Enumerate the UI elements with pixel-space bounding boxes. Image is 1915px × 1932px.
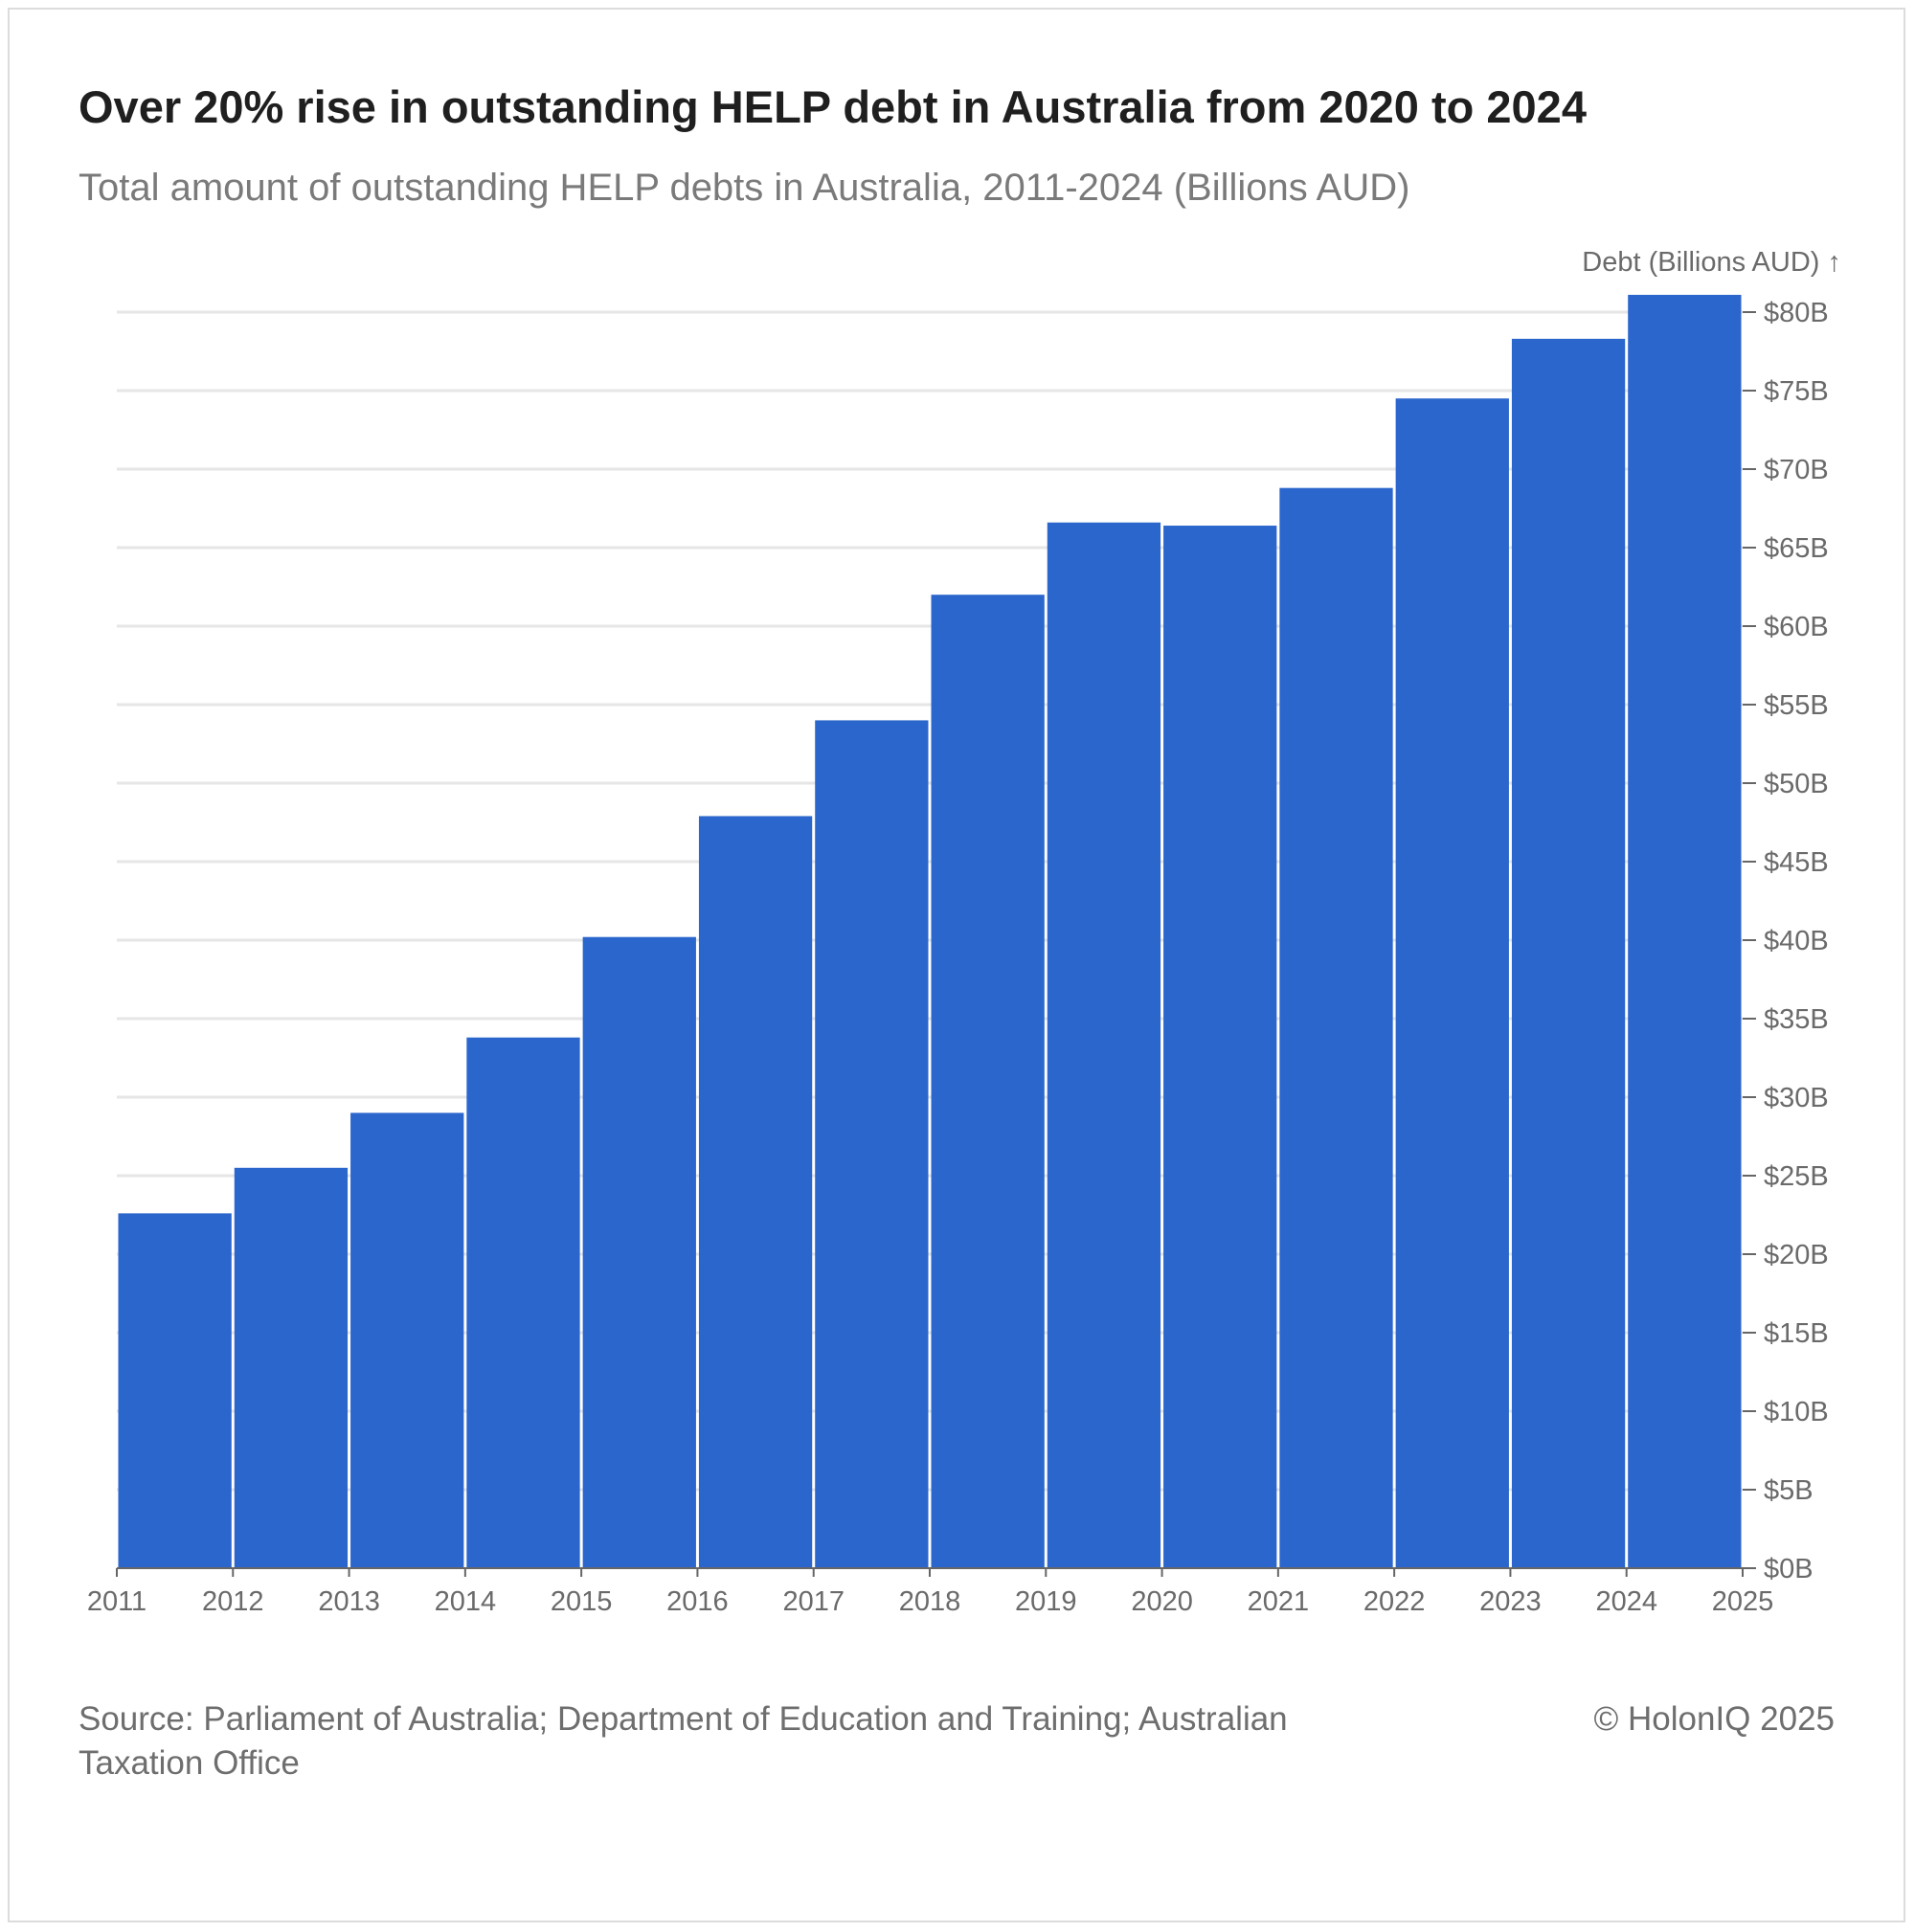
y-tick-label: $55B [1764, 690, 1829, 721]
x-tick-label: 2015 [551, 1586, 613, 1617]
x-tick-label: 2013 [318, 1586, 380, 1617]
y-tick-label: $0B [1764, 1554, 1814, 1584]
y-tick-label: $70B [1764, 455, 1829, 485]
y-axis: $0B $5B $10B $15B $20B $25B $30B $35B $40B $45B $5… [1743, 298, 1829, 1584]
bar-2021 [1279, 487, 1393, 1569]
bar-chart: 2011 2012 2013 2014 2015 2016 2017 2018 2019 2020… [87, 247, 1841, 1617]
bar-2016 [698, 816, 813, 1568]
x-tick-label: 2017 [782, 1586, 845, 1617]
y-tick-label: $65B [1764, 533, 1829, 564]
bar-2018 [931, 595, 1045, 1568]
bar-2017 [815, 720, 929, 1568]
y-tick-label: $15B [1764, 1318, 1829, 1349]
x-tick-label: 2024 [1595, 1586, 1657, 1617]
bar-2014 [466, 1037, 580, 1568]
chart-card: Over 20% rise in outstanding HELP debt i… [8, 8, 1905, 1922]
bar-2019 [1047, 522, 1161, 1568]
y-tick-label: $60B [1764, 612, 1829, 642]
x-tick-label: 2018 [899, 1586, 961, 1617]
y-tick-label: $35B [1764, 1004, 1829, 1035]
x-axis: 2011 2012 2013 2014 2015 2016 2017 2018 2019 2020… [87, 1567, 1774, 1617]
y-tick-label: $45B [1764, 847, 1829, 878]
y-tick-label: $40B [1764, 926, 1829, 956]
y-tick-label: $20B [1764, 1240, 1829, 1270]
chart-subtitle: Total amount of outstanding HELP debts i… [79, 167, 1410, 209]
x-tick-label: 2016 [666, 1586, 729, 1617]
x-tick-label: 2012 [202, 1586, 264, 1617]
bar-2015 [582, 936, 696, 1568]
x-tick-label: 2025 [1712, 1586, 1774, 1617]
y-tick-label: $30B [1764, 1083, 1829, 1113]
y-tick-label: $25B [1764, 1161, 1829, 1192]
x-tick-label: 2011 [87, 1586, 146, 1617]
y-tick-label: $10B [1764, 1397, 1829, 1427]
chart-title: Over 20% rise in outstanding HELP debt i… [79, 81, 1587, 132]
x-tick-label: 2021 [1248, 1586, 1310, 1617]
bar-2024 [1628, 294, 1742, 1569]
bars [118, 294, 1742, 1569]
bar-2013 [350, 1112, 464, 1568]
source-note: Source: Parliament of Australia; Departm… [79, 1700, 1288, 1782]
y-axis-title: Debt (Billions AUD) ↑ [1582, 247, 1841, 278]
bar-2020 [1163, 526, 1277, 1568]
x-tick-label: 2022 [1363, 1586, 1426, 1617]
x-tick-label: 2019 [1015, 1586, 1077, 1617]
y-tick-label: $80B [1764, 298, 1829, 328]
x-tick-label: 2014 [435, 1586, 497, 1617]
bar-2012 [234, 1167, 349, 1568]
bar-2023 [1511, 338, 1626, 1568]
x-tick-label: 2023 [1479, 1586, 1542, 1617]
y-tick-label: $75B [1764, 376, 1829, 407]
bar-2022 [1395, 398, 1509, 1569]
y-tick-label: $5B [1764, 1475, 1814, 1506]
bar-2011 [118, 1213, 232, 1568]
y-tick-label: $50B [1764, 769, 1829, 799]
x-tick-label: 2020 [1131, 1586, 1193, 1617]
copyright-note: © HolonIQ 2025 [1593, 1700, 1836, 1738]
